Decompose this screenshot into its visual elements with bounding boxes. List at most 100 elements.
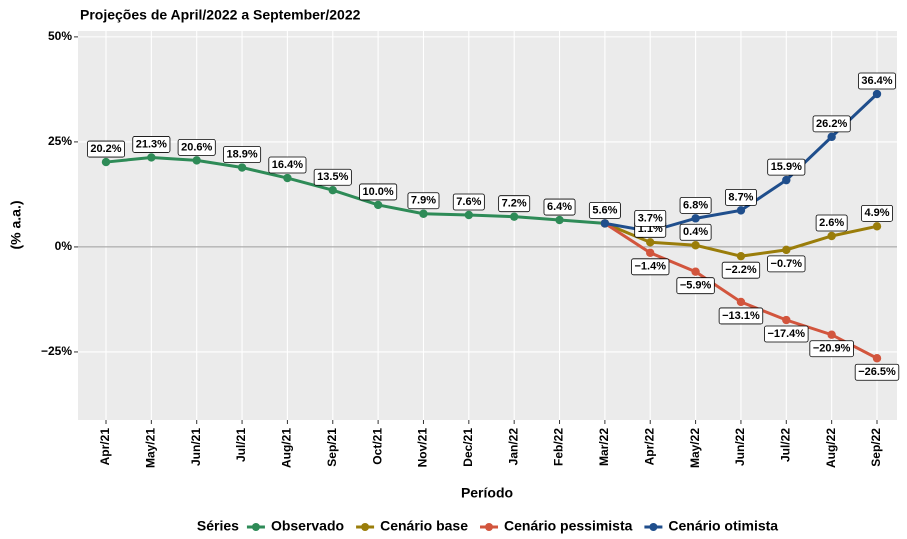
x-tick-label: Nov/21 xyxy=(416,428,430,468)
legend-label: Cenário pessimista xyxy=(504,518,633,534)
label-box xyxy=(132,136,171,153)
data-label-text: 16.4% xyxy=(272,159,303,171)
label-box xyxy=(676,277,715,295)
label-box xyxy=(767,158,806,176)
panel xyxy=(78,31,897,420)
data-label: 21.3% xyxy=(132,136,171,153)
point xyxy=(872,354,882,363)
data-label-text: 4.9% xyxy=(864,207,889,219)
data-label-text: 7.2% xyxy=(502,198,527,210)
data-label: 6.8% xyxy=(679,196,712,214)
data-label-text: 21.3% xyxy=(136,138,167,150)
data-label: −5.9% xyxy=(676,277,715,295)
point xyxy=(419,209,428,218)
y-tick-label: −25% xyxy=(41,344,72,358)
label-box xyxy=(812,115,851,133)
x-tick-label: Jul/22 xyxy=(778,428,792,462)
x-tick-label: Jan/22 xyxy=(506,428,520,466)
label-box xyxy=(721,261,761,279)
point xyxy=(827,330,836,339)
data-label-text: 3.7% xyxy=(638,212,663,224)
data-label-text: 7.9% xyxy=(411,195,436,207)
x-tick-label: Jun/22 xyxy=(733,428,747,466)
x-tick-label: May/22 xyxy=(688,428,702,468)
label-box xyxy=(725,188,757,206)
data-label: −26.5% xyxy=(854,363,900,381)
label-box xyxy=(543,198,576,216)
data-label-text: 6.8% xyxy=(683,199,708,211)
data-label: −13.1% xyxy=(718,307,764,325)
data-label-text: 20.6% xyxy=(181,141,212,153)
label-box xyxy=(718,307,764,325)
data-label: 20.2% xyxy=(86,140,126,158)
point xyxy=(736,297,746,307)
x-tick-label: May/21 xyxy=(144,428,158,468)
data-label: 20.6% xyxy=(177,138,216,156)
label-box xyxy=(359,183,398,201)
data-label-text: 15.9% xyxy=(771,161,802,173)
data-label-text: −26.5% xyxy=(858,366,896,378)
data-label-text: 13.5% xyxy=(317,171,348,183)
label-box xyxy=(764,325,809,343)
label-box xyxy=(815,214,848,232)
data-label-text: 0.4% xyxy=(683,226,708,238)
x-tick-label: Apr/21 xyxy=(98,428,112,466)
point xyxy=(283,173,292,183)
y-axis-title: (% a.a.) xyxy=(8,200,24,249)
data-label: 3.7% xyxy=(634,209,667,227)
data-label: 5.6% xyxy=(588,201,621,219)
point xyxy=(872,222,882,231)
data-label: 15.9% xyxy=(767,158,806,176)
label-box xyxy=(854,363,900,381)
point xyxy=(691,214,700,223)
point xyxy=(600,219,610,228)
data-label-text: 2.6% xyxy=(819,217,844,229)
data-label-text: 18.9% xyxy=(226,148,257,160)
data-label: −1.4% xyxy=(631,258,670,276)
data-label: 0.4% xyxy=(679,223,712,241)
label-box xyxy=(86,140,126,158)
data-label: −0.7% xyxy=(767,255,806,273)
label-box xyxy=(809,340,854,358)
data-label: 7.2% xyxy=(498,195,531,213)
point xyxy=(101,157,111,167)
point xyxy=(192,156,201,165)
y-tick-label: 0% xyxy=(55,239,73,253)
data-label: 6.4% xyxy=(543,198,576,216)
data-label: 2.6% xyxy=(815,214,848,232)
data-label-text: 5.6% xyxy=(592,204,617,216)
data-label-text: 6.4% xyxy=(547,201,572,213)
x-tick-label: Sep/21 xyxy=(325,428,339,467)
label-box xyxy=(588,201,621,219)
data-label-text: 10.0% xyxy=(363,186,394,198)
point xyxy=(827,132,836,142)
point xyxy=(237,163,247,172)
data-label: 7.9% xyxy=(407,192,440,210)
point xyxy=(736,206,746,215)
x-tick-label: Apr/22 xyxy=(642,428,656,466)
point xyxy=(646,248,655,258)
data-label-text: −2.2% xyxy=(725,264,757,276)
label-box xyxy=(679,196,712,214)
x-tick-label: Jul/21 xyxy=(234,428,248,462)
legend-title: Séries xyxy=(197,518,239,534)
x-tick-label: Sep/22 xyxy=(869,428,883,467)
data-label-text: 7.6% xyxy=(456,196,481,208)
label-box xyxy=(861,204,893,222)
x-tick-label: Mar/22 xyxy=(597,428,611,466)
label-box xyxy=(767,255,806,273)
data-label-text: −17.4% xyxy=(767,328,805,340)
label-box xyxy=(268,156,307,174)
label-box xyxy=(223,146,262,163)
point xyxy=(782,245,791,255)
data-label-text: −5.9% xyxy=(680,280,712,292)
x-axis-title: Período xyxy=(461,485,513,501)
data-label-text: 36.4% xyxy=(861,75,892,87)
legend-key xyxy=(649,523,658,531)
data-label: 26.2% xyxy=(812,115,851,133)
x-tick-label: Oct/21 xyxy=(370,428,384,465)
point xyxy=(555,215,564,225)
point xyxy=(147,153,156,162)
label-box xyxy=(177,138,216,156)
